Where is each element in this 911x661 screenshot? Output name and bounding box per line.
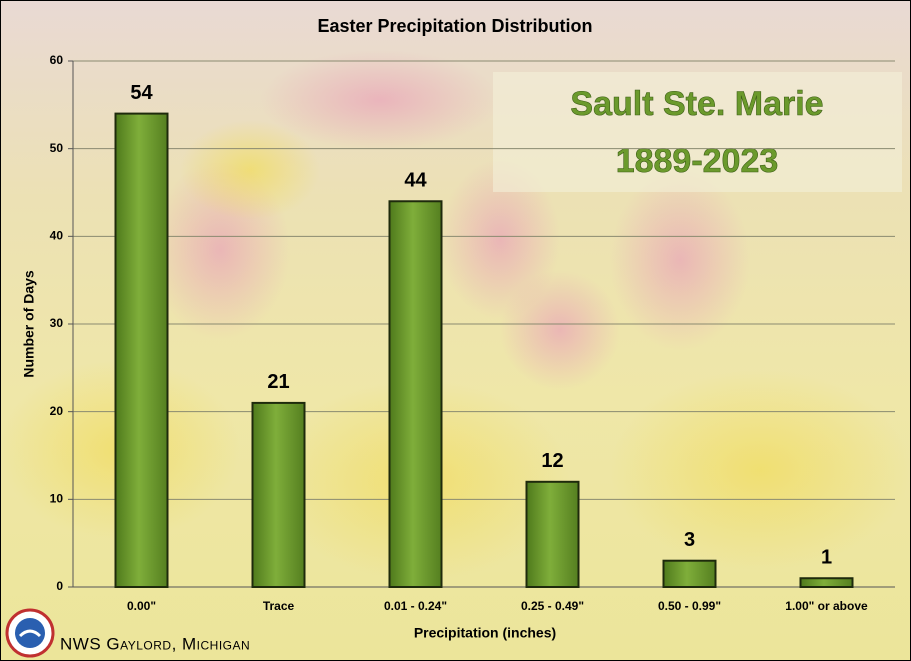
- footer: NWS Gaylord, Michigan: [60, 634, 250, 653]
- value-label: 1: [821, 547, 832, 569]
- y-tick-label: 40: [50, 229, 64, 243]
- value-label: 54: [130, 82, 153, 104]
- y-tick-label: 0: [56, 579, 63, 593]
- bar: [799, 577, 854, 589]
- annotation: Sault Ste. Marie: [570, 85, 823, 123]
- bar: [114, 112, 169, 588]
- logo: [5, 608, 55, 658]
- value-label: 44: [404, 170, 427, 192]
- x-tick-label: 0.01 - 0.24": [384, 599, 447, 613]
- y-axis-label: Number of Days: [21, 270, 37, 378]
- x-tick-label: 0.50 - 0.99": [658, 599, 721, 613]
- y-tick-label: 20: [50, 404, 64, 418]
- y-tick-label: 60: [50, 53, 64, 67]
- bar: [388, 200, 443, 588]
- value-label: 3: [684, 529, 695, 551]
- y-tick-label: 50: [50, 141, 64, 155]
- bar: [251, 401, 306, 588]
- value-label: 21: [267, 371, 289, 393]
- bar: [662, 559, 717, 589]
- bar: [525, 480, 580, 588]
- annotation: 1889-2023: [616, 142, 779, 180]
- value-label: 12: [541, 450, 563, 472]
- chart-title: Easter Precipitation Distribution: [317, 16, 592, 36]
- x-tick-label: Trace: [263, 599, 295, 613]
- x-tick-label: 0.25 - 0.49": [521, 599, 584, 613]
- annotation-box: [493, 72, 902, 192]
- y-tick-label: 10: [50, 492, 64, 506]
- x-tick-label: 0.00": [127, 599, 156, 613]
- x-axis-label: Precipitation (inches): [414, 625, 556, 641]
- x-tick-label: 1.00" or above: [785, 599, 868, 613]
- y-tick-label: 30: [50, 316, 64, 330]
